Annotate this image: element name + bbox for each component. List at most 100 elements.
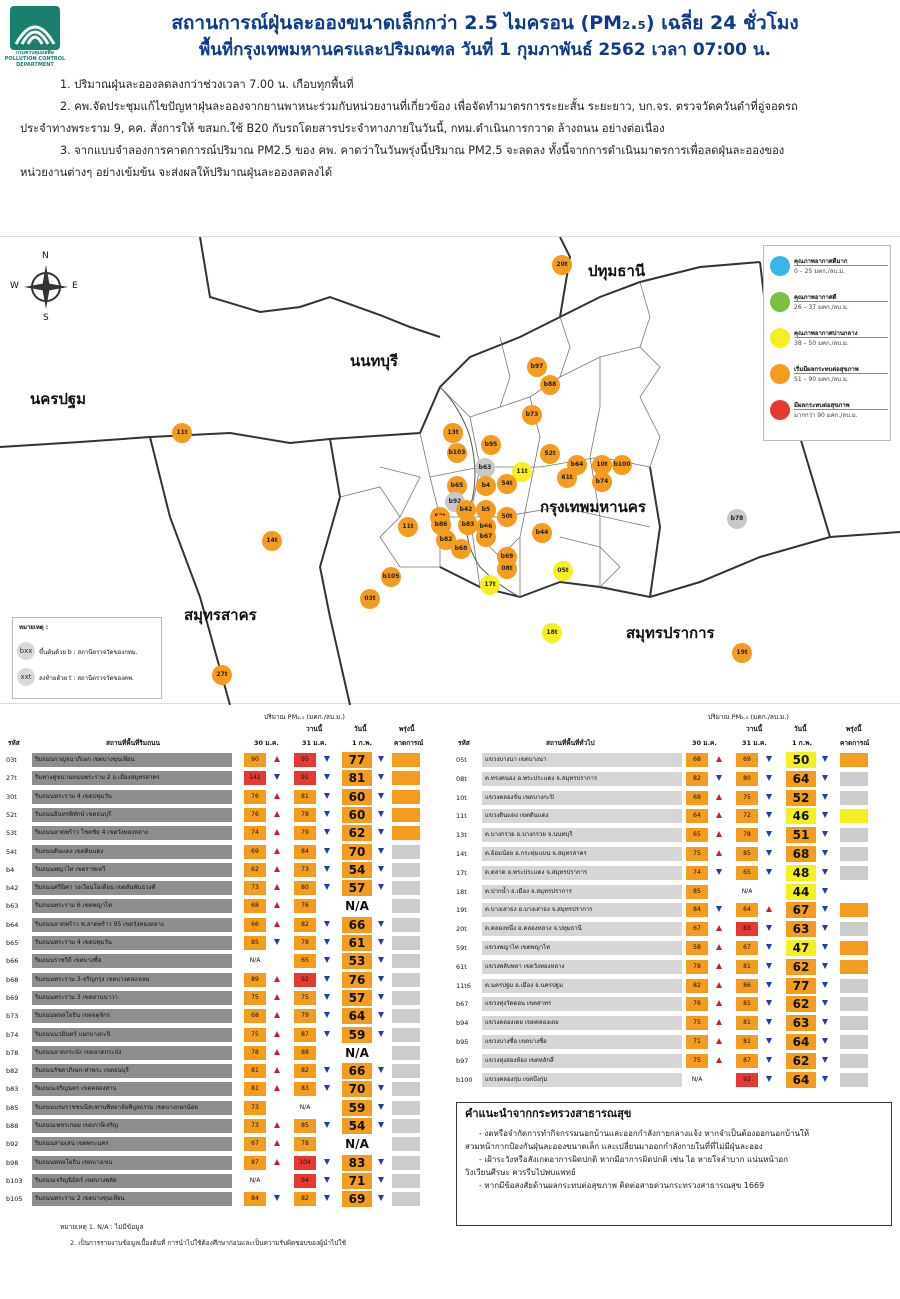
trend-down-icon xyxy=(324,939,330,945)
table-row: b78 ริมถนนลาดกระบัง เขตลาดกระบัง 78 88 N/A xyxy=(6,1044,446,1061)
value-today: 54 xyxy=(342,861,372,878)
value-today: 60 xyxy=(342,788,372,805)
value-today: 64 xyxy=(342,1008,372,1025)
station-code: 13t xyxy=(456,831,467,840)
table-row: b88 ริมถนนเพชรเกษม เขตภาษีเจริญ 73 85 54 xyxy=(6,1118,446,1134)
forecast-cell xyxy=(392,881,420,896)
station-code: 30t xyxy=(6,792,17,801)
forecast-cell xyxy=(840,903,868,918)
trend-down-icon xyxy=(766,812,772,819)
forecast-cell xyxy=(392,1064,420,1079)
value-today: 81 xyxy=(342,770,372,787)
province-bangkok: กรุงเทพมหานคร xyxy=(540,498,646,516)
value-jan31: 78 xyxy=(294,1137,316,1152)
trend-down-icon xyxy=(324,847,330,854)
value-today: 64 xyxy=(786,1071,816,1088)
trend-down-icon xyxy=(822,925,828,932)
trend-down-icon xyxy=(766,868,772,875)
value-jan30: 75 xyxy=(686,1016,708,1031)
value-today: 60 xyxy=(342,806,372,823)
station-code: 03t xyxy=(6,756,17,764)
trend-down-icon xyxy=(716,774,722,781)
station-marker-b73: b73 xyxy=(522,405,542,425)
trend-down-icon xyxy=(822,774,828,781)
note-2: 2. คพ.จัดประชุมแก้ไขปัญหาฝุ่นละอองจากยาน… xyxy=(60,100,798,113)
forecast-cell xyxy=(840,997,868,1012)
value-today: N/A xyxy=(342,1044,372,1061)
table-row: 11t แขวงดินแดง เขตดินแดง 64 72 46 xyxy=(456,808,896,825)
trend-up-icon xyxy=(716,831,722,838)
value-jan30: 62 xyxy=(244,862,266,877)
value-jan31: 91 xyxy=(294,771,316,786)
table-row: b100 แขวงคลองกุ่ม เขตบึงกุ่ม N/A 92 64 xyxy=(456,1071,896,1088)
station-name: แขวงพญาไท เขตพญาไท xyxy=(482,941,682,955)
trend-down-icon xyxy=(378,920,384,927)
station-code: b69 xyxy=(6,993,19,1002)
station-name: ริมถนนลาดกระบัง เขตลาดกระบัง xyxy=(32,1045,232,1060)
value-jan30: 66 xyxy=(244,917,266,932)
station-marker-b103: b103 xyxy=(447,443,467,463)
value-jan30: 78 xyxy=(244,1045,266,1060)
hdr-today: 1 ก.พ. xyxy=(792,739,812,747)
value-today: 62 xyxy=(342,825,372,842)
value-jan30: 75 xyxy=(244,990,266,1005)
value-jan31: N/A xyxy=(736,884,758,899)
forecast-cell xyxy=(392,1192,420,1207)
advice-body: - งดหรือจำกัดการทำกิจกรรมนอกบ้านและออกกำ… xyxy=(465,1127,885,1192)
station-code: b63 xyxy=(6,902,19,911)
trend-down-icon xyxy=(378,1012,384,1019)
trend-down-icon xyxy=(378,756,384,762)
station-name: ริมถนนอินทรพิทักษ์ เขตธนบุรี xyxy=(32,807,232,822)
value-jan30: 84 xyxy=(686,903,708,918)
station-code: b65 xyxy=(6,939,19,947)
station-name: ริมถนนพญาไท เขตราชเทวี xyxy=(32,862,232,877)
legend-range: 38 – 50 มคก./ลบ.ม. xyxy=(794,340,849,347)
table-row: b94 แขวงคลองเตย เขตคลองเตย 75 81 63 xyxy=(456,1015,896,1032)
station-marker-11t: 11t xyxy=(512,462,532,482)
value-jan31: 87 xyxy=(294,1027,316,1042)
trend-down-icon xyxy=(766,962,772,969)
legend-range: 26 – 37 มคก./ลบ.ม. xyxy=(794,304,849,311)
trend-up-icon xyxy=(274,1122,280,1128)
station-code: 11t6 xyxy=(456,981,471,990)
forecast-cell xyxy=(392,990,420,1005)
trend-down-icon xyxy=(378,829,384,836)
station-code: b83 xyxy=(6,1085,19,1094)
trend-down-icon xyxy=(378,847,384,854)
value-today: 53 xyxy=(342,953,372,970)
station-marker-b63: b63 xyxy=(475,458,495,478)
trend-down-icon xyxy=(766,1000,772,1007)
value-jan31: 69 xyxy=(736,753,758,767)
station-name: แขวงบางซื่อ เขตบางซื่อ xyxy=(482,1035,682,1049)
trend-down-icon xyxy=(324,1122,330,1128)
hdr-code: รหัส xyxy=(458,739,470,747)
value-jan30: 69 xyxy=(686,790,708,805)
legend-swatch xyxy=(770,256,790,276)
station-name: แขวงทุ่งวัดดอน เขตสาทร xyxy=(482,997,682,1012)
station-name: แขวงคลองกุ่ม เขตบึงกุ่ม xyxy=(482,1072,682,1087)
station-name: ต.บางกรวย อ.บางกรวย จ.นนทบุรี xyxy=(482,828,682,843)
value-today: 76 xyxy=(342,971,372,988)
station-marker-b68: b68 xyxy=(451,539,471,559)
value-today: 71 xyxy=(342,1172,372,1189)
value-jan31: 80 xyxy=(736,771,758,786)
station-name: ริมถนนลาดพร้าว โชคชัย 4 เขตวังทองหลาง xyxy=(32,826,232,841)
legend-label: คุณภาพอากาศดีมาก xyxy=(794,258,888,266)
trend-down-icon xyxy=(716,868,722,875)
trend-up-icon xyxy=(716,944,722,950)
table-row: 05t แขวงบางนา เขตบางนา 68 69 50 xyxy=(456,752,896,768)
value-today: 66 xyxy=(342,916,372,933)
station-marker-b78: b78 xyxy=(727,509,747,529)
value-jan30: 65 xyxy=(686,828,708,843)
table-row: b64 ริมถนนลาดพร้าว ซ.ลาดพร้าว 95 เขตวังทอ… xyxy=(6,916,446,933)
trend-down-icon xyxy=(822,1056,828,1063)
station-code: b105 xyxy=(6,1195,23,1204)
station-name: ริมถนนดินแดง เขตดินแดง xyxy=(32,844,232,859)
value-jan30: 81 xyxy=(244,1064,266,1079)
trend-up-icon xyxy=(274,1067,280,1074)
trend-down-icon xyxy=(378,957,384,964)
trend-down-icon xyxy=(378,1158,384,1165)
value-today: N/A xyxy=(342,1136,372,1153)
table-row: 08t ต.ทรงคนอง อ.พระประแดง จ.สมุทรปราการ 82… xyxy=(456,770,896,787)
station-name: แขวงคลองเตย เขตคลองเตย xyxy=(482,1016,682,1031)
